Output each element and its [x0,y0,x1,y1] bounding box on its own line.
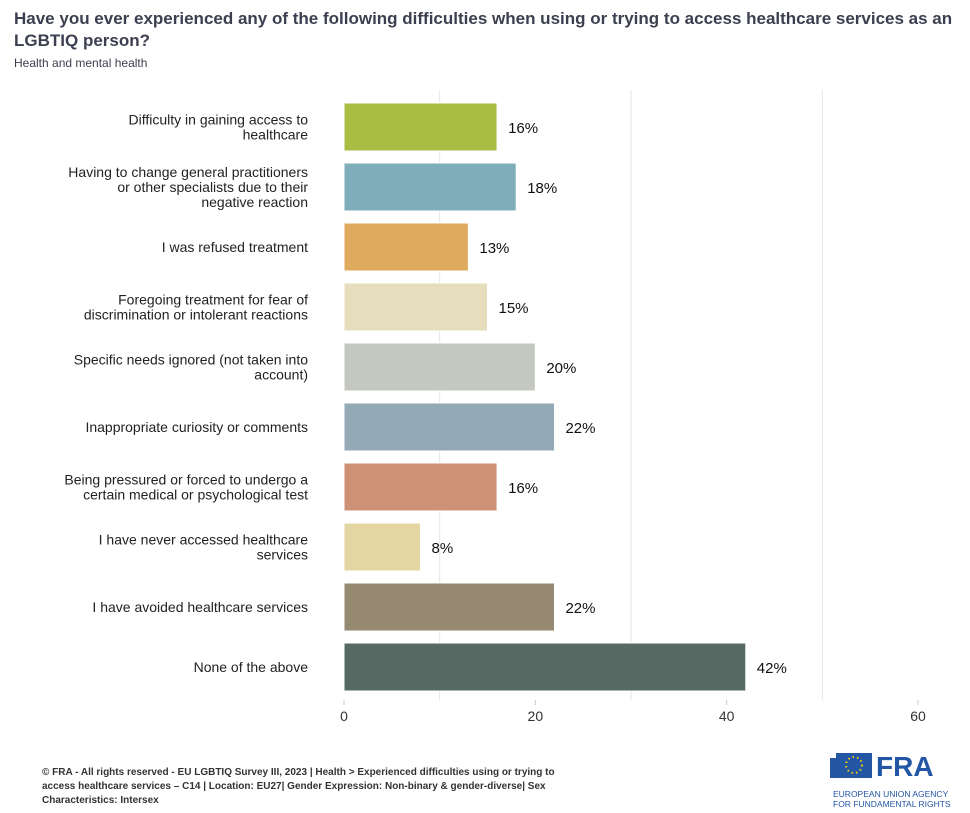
data-label: 18% [527,180,557,197]
chart-title: Have you ever experienced any of the fol… [14,9,953,50]
category-label: Being pressured or forced to undergo a ce… [64,472,308,503]
category-label: Inappropriate curiosity or comments [85,419,308,435]
data-label: 16% [508,480,538,497]
data-label: 15% [499,300,529,317]
category-label: I have never accessed healthcare services [99,532,309,563]
fra-logo: FRA [830,751,934,782]
bar [343,282,488,332]
x-tick-label: 40 [719,708,735,724]
category-label: Having to change general practitioners or… [68,164,308,210]
source-footer: © FRA - All rights reserved - EU LGBTIQ … [42,767,555,806]
bar-chart: 16% Difficulty in gaining access to health… [64,90,926,724]
bar [343,102,498,152]
data-label: 16% [508,120,538,137]
logo-text: EUROPEAN UNION AGENCY FOR FUNDAMENTAL RI… [833,789,953,809]
category-label: I have avoided healthcare services [92,599,308,615]
data-label: 13% [479,240,509,257]
bar [343,162,517,212]
logo-line2: FOR FUNDAMENTAL RIGHTS [833,799,951,809]
data-label: 42% [757,660,787,677]
data-label: 22% [565,600,595,617]
x-tick-label: 20 [528,708,544,724]
bar [343,642,747,692]
category-label: Difficulty in gaining access to healthcar… [129,112,309,143]
x-tick-label: 0 [340,708,348,724]
bar [343,342,536,392]
chart-subtitle: Health and mental health [14,56,148,70]
logo-abbr: FRA [876,751,934,782]
category-label: Foregoing treatment for fear of discrimin… [84,292,308,323]
bar [343,462,498,512]
bar [343,582,555,632]
category-label: None of the above [194,659,309,675]
x-tick-label: 60 [910,708,926,724]
data-label: 20% [546,360,576,377]
logo-line1: EUROPEAN UNION AGENCY [833,789,949,799]
chart-header: Have you ever experienced any of the fol… [14,8,959,71]
bar [343,402,555,452]
data-label: 22% [565,420,595,437]
bar [343,222,469,272]
data-label: 8% [432,540,454,557]
category-label: Specific needs ignored (not taken into ac… [74,352,308,383]
bar [343,522,422,572]
category-label: I was refused treatment [162,239,308,255]
